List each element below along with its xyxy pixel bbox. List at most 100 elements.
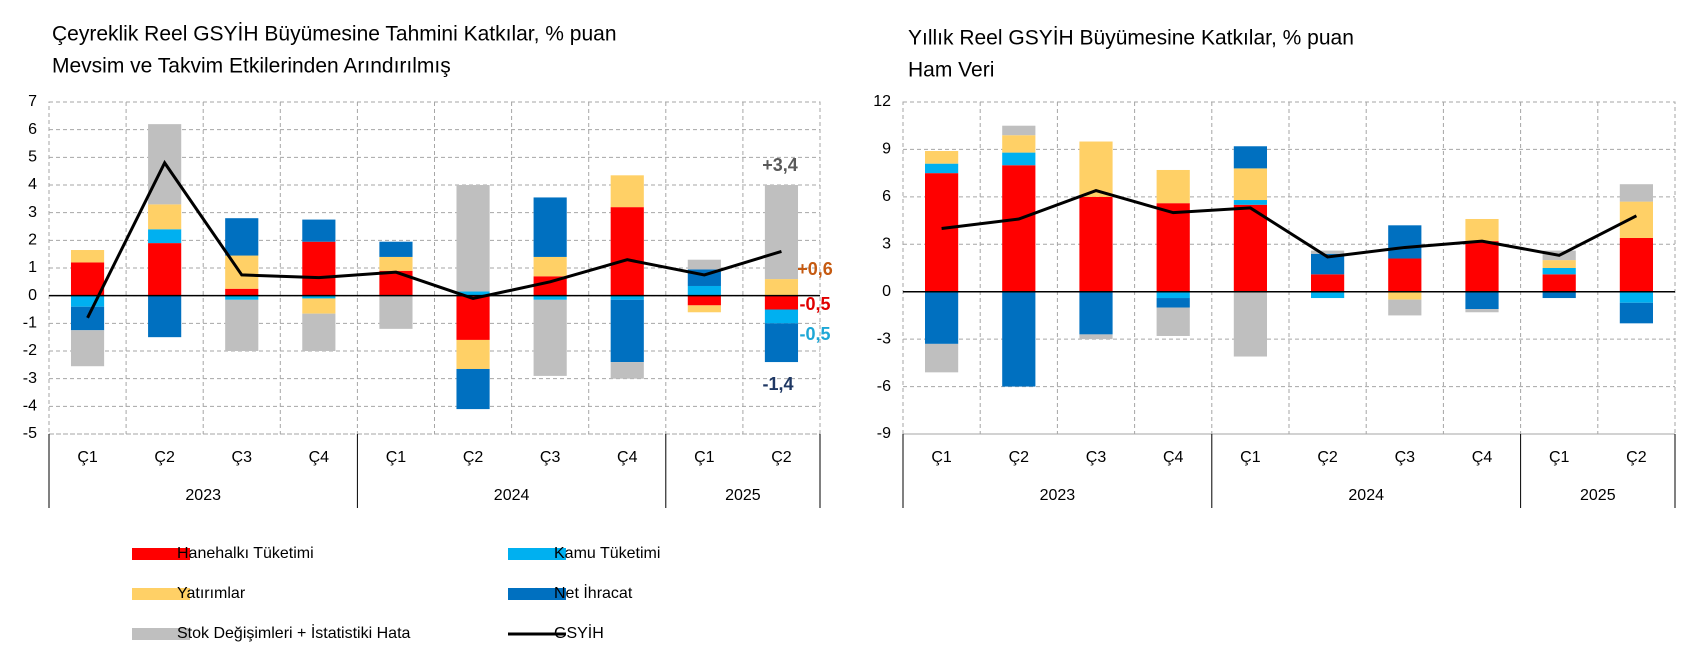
bar-segment xyxy=(610,295,644,300)
bar-segment xyxy=(1156,307,1190,336)
x-tick-label: Ç4 xyxy=(617,449,638,466)
legend-swatch xyxy=(508,548,566,560)
bar-segment xyxy=(1156,298,1190,308)
y-tick-label: 7 xyxy=(28,93,37,110)
bar-segment xyxy=(225,218,259,256)
bar-segment xyxy=(610,362,644,379)
bar-segment xyxy=(1002,125,1036,136)
x-tick-label: Ç3 xyxy=(232,449,253,466)
bar-segment xyxy=(456,291,490,296)
y-tick-label: -3 xyxy=(23,370,37,387)
bar-segment xyxy=(610,175,644,208)
x-tick-label: Ç2 xyxy=(463,449,484,466)
y-tick-label: -4 xyxy=(23,398,37,415)
bar-segment xyxy=(148,229,182,244)
bar-segment xyxy=(302,313,336,351)
y-tick-label: -1 xyxy=(23,315,37,332)
bar-segment xyxy=(1079,141,1113,197)
x-tick-label: Ç2 xyxy=(1626,449,1647,466)
annotation: -1,4 xyxy=(762,374,793,394)
bar-segment xyxy=(379,256,413,271)
y-tick-label: 5 xyxy=(28,149,37,166)
legend-label: Net İhracat xyxy=(554,583,633,602)
bar-segment xyxy=(456,339,490,369)
legend-swatch xyxy=(132,588,190,600)
chart-title: Yıllık Reel GSYİH Büyümesine Katkılar, %… xyxy=(908,27,1354,50)
bar-segment xyxy=(1002,165,1036,292)
bar-segment xyxy=(1311,250,1345,254)
bar-segment xyxy=(687,285,721,296)
y-tick-label: 1 xyxy=(28,259,37,276)
x-group-label: 2024 xyxy=(494,487,530,504)
legend-swatch xyxy=(132,548,190,560)
annotation: -0,5 xyxy=(799,294,830,314)
x-group-label: 2025 xyxy=(1580,487,1616,504)
annotation: +0,6 xyxy=(797,259,833,279)
x-tick-label: Ç1 xyxy=(386,449,407,466)
bar-segment xyxy=(1311,291,1345,299)
x-tick-label: Ç3 xyxy=(540,449,561,466)
x-tick-label: Ç3 xyxy=(1086,449,1107,466)
bar-segment xyxy=(1002,135,1036,153)
plot-frame xyxy=(48,101,821,435)
legend-swatch xyxy=(508,588,566,600)
bar-segment xyxy=(148,295,182,338)
bar-segment xyxy=(1388,225,1422,259)
bar-segment xyxy=(1619,291,1653,303)
bar-segment xyxy=(925,163,959,174)
y-tick-label: 6 xyxy=(882,188,891,205)
x-tick-label: Ç1 xyxy=(931,449,952,466)
bar-segment xyxy=(1388,299,1422,316)
bar-segment xyxy=(1465,218,1499,242)
bar-segment xyxy=(1002,152,1036,166)
bar-segment xyxy=(70,262,105,296)
x-group-label: 2024 xyxy=(1348,487,1384,504)
bar-segment xyxy=(764,279,799,296)
chart-title: Çeyreklik Reel GSYİH Büyümesine Tahmini … xyxy=(52,23,617,46)
chart-subtitle: Ham Veri xyxy=(908,59,994,82)
x-tick-label: Ç1 xyxy=(1549,449,1570,466)
bar-segment xyxy=(1465,241,1499,292)
y-tick-label: 0 xyxy=(882,283,891,300)
bar-segment xyxy=(379,295,413,329)
bar-segment xyxy=(1619,184,1653,202)
bar-segment xyxy=(1311,274,1345,292)
bar-segment xyxy=(1156,169,1190,204)
bar-segment xyxy=(1542,260,1576,268)
y-tick-label: -2 xyxy=(23,342,37,359)
bar-segment xyxy=(1156,203,1190,292)
bar-segment xyxy=(1388,291,1422,300)
x-tick-label: Ç2 xyxy=(771,449,792,466)
bar-segment xyxy=(148,204,182,230)
x-tick-label: Ç1 xyxy=(1240,449,1261,466)
x-tick-label: Ç4 xyxy=(309,449,330,466)
y-tick-label: 4 xyxy=(28,176,37,193)
bar-segment xyxy=(302,219,336,242)
bar-segment xyxy=(148,243,182,296)
y-tick-label: 3 xyxy=(28,204,37,221)
bar-segment xyxy=(925,291,959,344)
bar-segment xyxy=(1156,291,1190,299)
bar-segment xyxy=(1002,291,1036,387)
legend-label: Yatırımlar xyxy=(177,585,246,602)
y-tick-label: -9 xyxy=(877,425,891,442)
bar-segment xyxy=(1079,334,1113,340)
bar-segment xyxy=(456,185,490,292)
x-tick-label: Ç4 xyxy=(1472,449,1493,466)
y-tick-label: 2 xyxy=(28,232,37,249)
bar-segment xyxy=(1233,146,1267,169)
gdp-line xyxy=(86,159,782,319)
bar-segment xyxy=(70,330,105,367)
x-tick-label: Ç3 xyxy=(1395,449,1416,466)
bar-segment xyxy=(1079,291,1113,335)
bar-segment xyxy=(533,197,567,257)
bar-segment xyxy=(1079,196,1113,292)
bar-segment xyxy=(925,343,959,373)
bar-segment xyxy=(1542,268,1576,275)
bar-segment xyxy=(764,295,799,310)
y-tick-label: 3 xyxy=(882,236,891,253)
bar-segment xyxy=(533,295,567,300)
bar-segment xyxy=(379,241,413,257)
gdp-line xyxy=(941,188,1638,259)
